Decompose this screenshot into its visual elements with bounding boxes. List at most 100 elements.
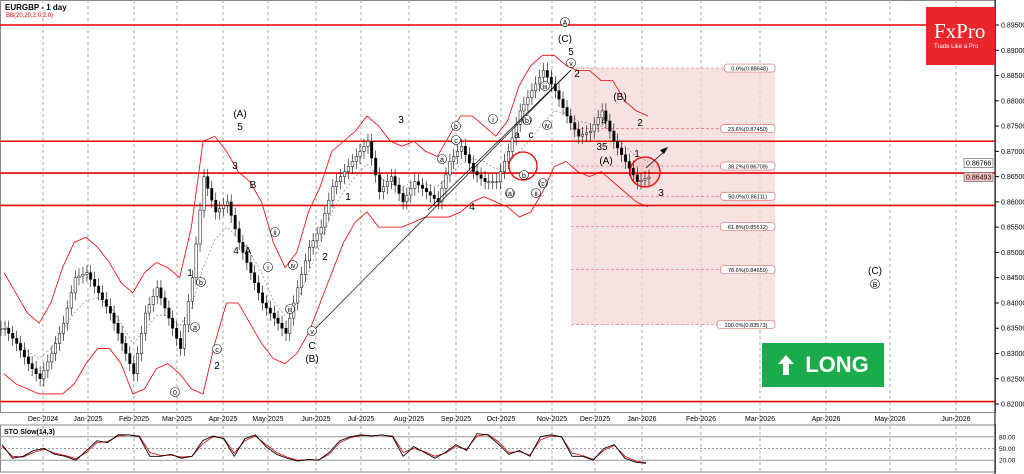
candle-body	[366, 140, 370, 147]
candle-body	[42, 370, 46, 380]
wave-label-circle	[542, 120, 552, 130]
fib-level-label: 100.0%(0.83573)	[725, 323, 768, 329]
symbol-title: EURGBP - 1 day	[5, 3, 67, 12]
y-tick-label: 0.88000	[1001, 98, 1024, 105]
sto-label: STO Slow(14,3)	[4, 429, 55, 436]
y-tick-label: 0.87000	[1001, 149, 1024, 156]
wave-label: B	[250, 180, 257, 191]
candle-body	[65, 307, 69, 324]
wave-label: (A)	[599, 156, 612, 167]
wave-label: A	[245, 246, 252, 257]
y-tick-label: 0.85000	[1001, 250, 1024, 257]
candle-body	[128, 353, 132, 364]
fib-label-box	[720, 265, 776, 275]
fib-label-box	[720, 191, 776, 201]
candle-body	[147, 304, 151, 314]
candle-body	[116, 322, 120, 334]
sto-d-line	[1, 434, 647, 463]
wave-label: 2	[322, 252, 328, 263]
candle-body	[155, 287, 159, 297]
wave-label: ii	[273, 230, 277, 237]
candle-body	[89, 272, 93, 280]
candle-body	[175, 327, 179, 339]
candle-body	[284, 327, 288, 334]
candle-body	[120, 333, 124, 344]
y-tick-label: 0.84000	[1001, 300, 1024, 307]
candle-body	[565, 107, 569, 117]
candle-body	[30, 363, 34, 369]
candle-body	[171, 317, 175, 329]
candle-body	[104, 299, 108, 307]
x-tick-label: Jan-2026	[627, 416, 656, 423]
candle-body	[206, 176, 210, 189]
x-tick-label: Nov-2025	[537, 416, 567, 423]
candle-body	[510, 137, 514, 152]
wave-label-circle	[212, 344, 222, 354]
wave-label: 1	[187, 268, 193, 279]
candle-body	[315, 233, 319, 241]
fib-label-box	[716, 320, 776, 329]
candle-body	[54, 343, 57, 354]
wave-label-circle	[540, 81, 550, 91]
candle-body	[600, 110, 604, 118]
wave-label: C	[308, 341, 315, 352]
candle-body	[518, 110, 522, 125]
candle-body	[452, 156, 456, 162]
projection-arrowhead	[660, 147, 668, 154]
wave-label: 2	[637, 118, 643, 129]
candle-body	[526, 97, 530, 105]
candle-body	[503, 161, 506, 172]
price-marker-label: 0.86493	[966, 174, 991, 181]
candle-body	[370, 140, 374, 159]
candle-body	[401, 193, 405, 203]
wave-label-circle	[170, 387, 180, 397]
candle-body	[112, 312, 116, 324]
candle-body	[569, 115, 573, 123]
y-tick-label: 0.88500	[1001, 73, 1024, 80]
wave-label: (A)	[233, 109, 246, 120]
logo-brand: FxPro	[934, 19, 986, 43]
candle-body	[210, 188, 214, 201]
bollinger-lower	[3, 160, 649, 395]
x-tick-label: Dec-2024	[28, 416, 58, 423]
candle-body	[538, 76, 542, 85]
candle-body	[7, 327, 11, 334]
wave-label: (B)	[613, 92, 626, 103]
candle-body	[428, 191, 432, 196]
candle-body	[491, 181, 495, 183]
candle-body	[62, 322, 65, 334]
wave-label: 1	[634, 149, 640, 160]
candle-body	[85, 272, 89, 275]
indicator-label: BB(20,20,2.0,2.0)	[6, 13, 54, 19]
x-tick-label: Aug-2025	[394, 416, 424, 423]
wave-label-circle	[451, 135, 461, 145]
candle-body	[296, 287, 300, 304]
fib-label-box	[720, 222, 776, 231]
wave-label: 3	[232, 161, 238, 172]
candle-body	[350, 161, 354, 167]
candle-body	[495, 181, 499, 183]
candle-body	[288, 317, 292, 334]
wave-label-circle	[519, 170, 529, 180]
y-tick-label: 0.84500	[1001, 275, 1024, 282]
logo-tagline: Trade Like a Pro	[934, 44, 979, 50]
wave-label: 2	[214, 361, 220, 372]
candle-body	[226, 201, 229, 206]
candle-body	[276, 317, 280, 324]
candle-body	[140, 333, 143, 354]
candle-body	[448, 161, 452, 176]
wave-label: B	[873, 282, 878, 289]
wave-label-circle	[531, 188, 541, 198]
candle-body	[339, 176, 343, 182]
wave-label: ii	[534, 191, 538, 198]
wave-label: 3	[658, 188, 664, 199]
candle-body	[229, 201, 233, 216]
sto-level-label: 50.00	[999, 446, 1016, 453]
x-tick-label: May-2025	[252, 416, 283, 423]
candle-body	[514, 124, 518, 139]
candle-body	[241, 242, 245, 253]
x-tick-label: Dec-2025	[580, 416, 610, 423]
candle-body	[612, 130, 616, 142]
fib-level-label: 78.6%(0.84659)	[728, 268, 768, 274]
